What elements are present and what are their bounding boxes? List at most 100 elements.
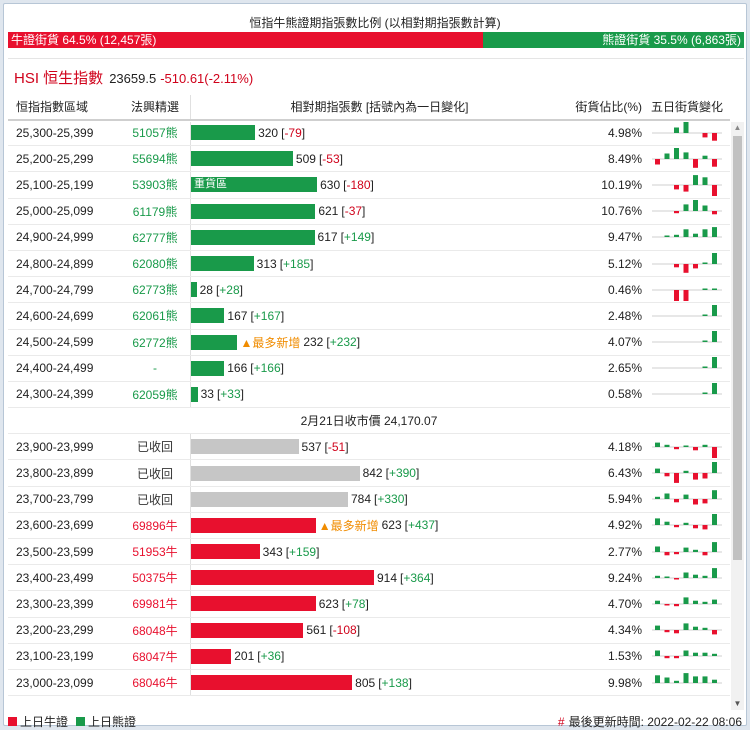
table-row[interactable]: 25,100-25,199 53903熊 重貨區 630 [-180] 10.19% (8, 172, 730, 199)
outstanding-pct: 4.98% (607, 125, 642, 140)
table-row[interactable]: 24,800-24,899 62080熊 313 [+185] 5.12% (8, 250, 730, 278)
daily-change-value: +28 (219, 282, 240, 297)
warrant-code[interactable]: - (153, 361, 157, 376)
sparkline-bar (655, 625, 660, 631)
contracts-bar: 重貨區 (191, 177, 318, 193)
sparkline-bar (693, 626, 698, 631)
outstanding-pct: 1.53% (607, 649, 642, 664)
warrant-code[interactable]: 68046牛 (132, 676, 178, 691)
warrant-code[interactable]: 51057熊 (132, 126, 178, 141)
daily-change: [-37] (341, 204, 366, 219)
five-day-cell (644, 330, 730, 354)
index-name[interactable]: HSI 恒生指數 (14, 70, 104, 87)
contracts-cell: 33 [+33] (190, 381, 568, 408)
hash-mark: # (557, 715, 565, 729)
outstanding-pct: 10.76% (601, 204, 642, 219)
table-row[interactable]: 24,400-24,499 - 166 [+166] 2.65% (8, 355, 730, 382)
table-row[interactable]: 24,700-24,799 62773熊 28 [+28] 0.46% (8, 277, 730, 304)
sparkline-bar (702, 392, 708, 395)
table-row[interactable]: 24,600-24,699 62061熊 167 [+167] 2.48% (8, 303, 730, 330)
table-row[interactable]: 23,800-23,899 已收回 842 [+390] 6.43% (8, 460, 730, 487)
warrant-code[interactable]: 51953牛 (132, 545, 178, 560)
scroll-down-arrow-icon[interactable]: ▼ (733, 699, 742, 708)
daily-change: [-79] (281, 125, 306, 140)
contracts-cell: ▲最多新增 623 [+437] (190, 512, 568, 538)
sparkline-bar (712, 211, 717, 215)
range-cell: 23,700-23,799 (16, 492, 94, 507)
warrant-code[interactable]: 62080熊 (132, 257, 178, 272)
warrant-code[interactable]: 68048牛 (132, 623, 178, 638)
contracts-cell: 784 [+330] (190, 486, 568, 512)
table-row[interactable]: 23,200-23,299 68048牛 561 [-108] 4.34% (8, 617, 730, 644)
warrant-code[interactable]: 62059熊 (132, 387, 178, 402)
outstanding-pct: 4.70% (607, 596, 642, 611)
scrollbar-thumb[interactable] (733, 136, 742, 560)
daily-change-value: -51 (327, 439, 346, 454)
sparkline-bar (693, 234, 698, 238)
contracts-value: 784 (350, 492, 371, 507)
sparkline-bar (702, 288, 708, 290)
table-row[interactable]: 25,000-25,099 61179熊 621 [-37] 10.76% (8, 198, 730, 225)
five-day-cell (644, 147, 730, 171)
warrant-code[interactable]: 62061熊 (132, 309, 178, 324)
table-row[interactable]: 23,700-23,799 已收回 784 [+330] 5.94% (8, 486, 730, 513)
warrant-code[interactable]: 61179熊 (132, 204, 178, 219)
table-row[interactable]: 24,300-24,399 62059熊 33 [+33] 0.58% (8, 381, 730, 409)
warrant-code[interactable]: 50375牛 (132, 571, 178, 586)
table-row[interactable]: 24,900-24,999 62777熊 617 [+149] 9.47% (8, 224, 730, 251)
table-row[interactable]: 23,600-23,699 69896牛 ▲最多新增 623 [+437] 4.92% (8, 512, 730, 539)
outstanding-pct: 9.98% (607, 675, 642, 690)
five-day-sparkline (652, 304, 722, 317)
warrant-code[interactable]: 69896牛 (132, 518, 178, 533)
range-cell: 23,000-23,099 (16, 675, 94, 690)
five-day-sparkline (652, 383, 722, 395)
daily-change-value: +33 (220, 387, 241, 402)
index-price: 23659.5 (109, 71, 157, 86)
outstanding-pct: 0.46% (607, 282, 642, 297)
sparkline-bar (683, 122, 689, 133)
contracts-value: 320 (258, 125, 279, 140)
scroll-up-arrow-icon[interactable]: ▲ (733, 123, 742, 132)
sparkline-bar (674, 577, 679, 580)
five-day-cell (644, 382, 730, 406)
warrant-code[interactable]: 69981牛 (132, 597, 178, 612)
sparkline-bar (702, 653, 708, 657)
table-body[interactable]: 25,300-25,399 51057熊 320 [-79] 4.98% 25,200-2… (8, 122, 730, 710)
contracts-cell: 842 [+390] (190, 460, 568, 486)
five-day-sparkline (652, 650, 722, 659)
daily-change: [+390] (385, 466, 420, 481)
sparkline-bar (693, 675, 698, 683)
sparkline-bar (693, 200, 698, 212)
daily-change: [+166] (250, 361, 284, 376)
warrant-code[interactable]: 68047牛 (132, 649, 178, 664)
warrant-code[interactable]: 62773熊 (132, 283, 178, 298)
contracts-cell: 167 [+167] (190, 303, 568, 329)
table-row[interactable]: 25,300-25,399 51057熊 320 [-79] 4.98% (8, 122, 730, 147)
range-cell: 25,000-25,099 (16, 204, 94, 219)
contracts-bar (191, 125, 256, 141)
contracts-value: 33 (200, 387, 214, 402)
warrant-code[interactable]: 62777熊 (132, 230, 178, 245)
table-row[interactable]: 23,100-23,199 68047牛 201 [+36] 1.53% (8, 643, 730, 670)
warrant-code[interactable]: 55694熊 (132, 152, 178, 167)
ratio-title: 恒指牛熊證期指張數比例 (以相對期指張數計算) (249, 16, 501, 30)
header-contracts: 相對期指張數 [括號內為一日變化] (190, 95, 568, 119)
table-row[interactable]: 25,200-25,299 55694熊 509 [-53] 8.49% (8, 146, 730, 173)
contracts-value: 537 (301, 439, 322, 454)
sparkline-bar (683, 263, 689, 273)
warrant-code[interactable]: 62772熊 (132, 335, 178, 350)
range-cell: 24,800-24,899 (16, 256, 94, 271)
contracts-bar (191, 517, 316, 533)
daily-change: [+185] (279, 256, 314, 271)
contracts-value: 914 (377, 570, 398, 585)
table-row[interactable]: 24,500-24,599 62772熊 ▲最多新增 232 [+232] 4.07% (8, 329, 730, 356)
table-row[interactable]: 23,000-23,099 68046牛 805 [+138] 9.98% (8, 669, 730, 697)
table-row[interactable]: 23,400-23,499 50375牛 914 [+364] 9.24% (8, 565, 730, 592)
table-row[interactable]: 23,500-23,599 51953牛 343 [+159] 2.77% (8, 539, 730, 566)
sparkline-bar (702, 205, 708, 212)
five-day-cell (644, 592, 730, 616)
table-row[interactable]: 23,300-23,399 69981牛 623 [+78] 4.70% (8, 591, 730, 618)
warrant-code[interactable]: 53903熊 (132, 178, 178, 193)
vertical-scrollbar[interactable]: ▲ ▼ (731, 122, 744, 710)
table-row[interactable]: 23,900-23,999 已收回 537 [-51] 4.18% (8, 434, 730, 461)
